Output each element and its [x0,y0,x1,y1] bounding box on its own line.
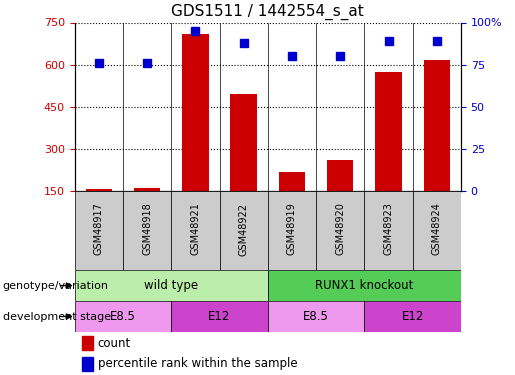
Bar [268,270,461,301]
Bar [279,172,305,233]
Bar [413,191,461,270]
Text: GSM48921: GSM48921 [191,202,200,255]
Bar [182,34,209,233]
Bar [85,189,112,233]
Text: development stage: development stage [3,312,111,321]
Text: wild type: wild type [144,279,198,292]
Bar [82,357,93,370]
Bar [219,191,268,270]
Text: GSM48923: GSM48923 [384,202,393,255]
Bar [123,191,171,270]
Bar [75,301,171,332]
Text: GSM48917: GSM48917 [94,202,104,255]
Bar [230,94,257,233]
Bar [327,160,353,233]
Text: count: count [98,337,131,350]
Text: GSM48924: GSM48924 [432,202,442,255]
Text: GSM48920: GSM48920 [335,202,345,255]
Bar [316,191,365,270]
Text: RUNX1 knockout: RUNX1 knockout [315,279,414,292]
Bar [75,270,268,301]
Text: genotype/variation: genotype/variation [3,280,109,291]
Bar [375,72,402,233]
Bar [134,188,160,233]
Text: percentile rank within the sample: percentile rank within the sample [98,357,298,370]
Bar [268,191,316,270]
Text: GSM48918: GSM48918 [142,202,152,255]
Bar [365,301,461,332]
Bar [171,191,219,270]
Bar [423,60,450,233]
Text: GSM48919: GSM48919 [287,202,297,255]
Title: GDS1511 / 1442554_s_at: GDS1511 / 1442554_s_at [171,3,364,20]
Text: GSM48922: GSM48922 [238,202,249,255]
Text: E12: E12 [209,310,231,323]
Text: E8.5: E8.5 [110,310,136,323]
Text: E12: E12 [402,310,424,323]
Text: E8.5: E8.5 [303,310,329,323]
Bar [268,301,365,332]
Bar [171,301,268,332]
Bar [75,191,123,270]
Bar [82,336,93,350]
Bar [365,191,413,270]
